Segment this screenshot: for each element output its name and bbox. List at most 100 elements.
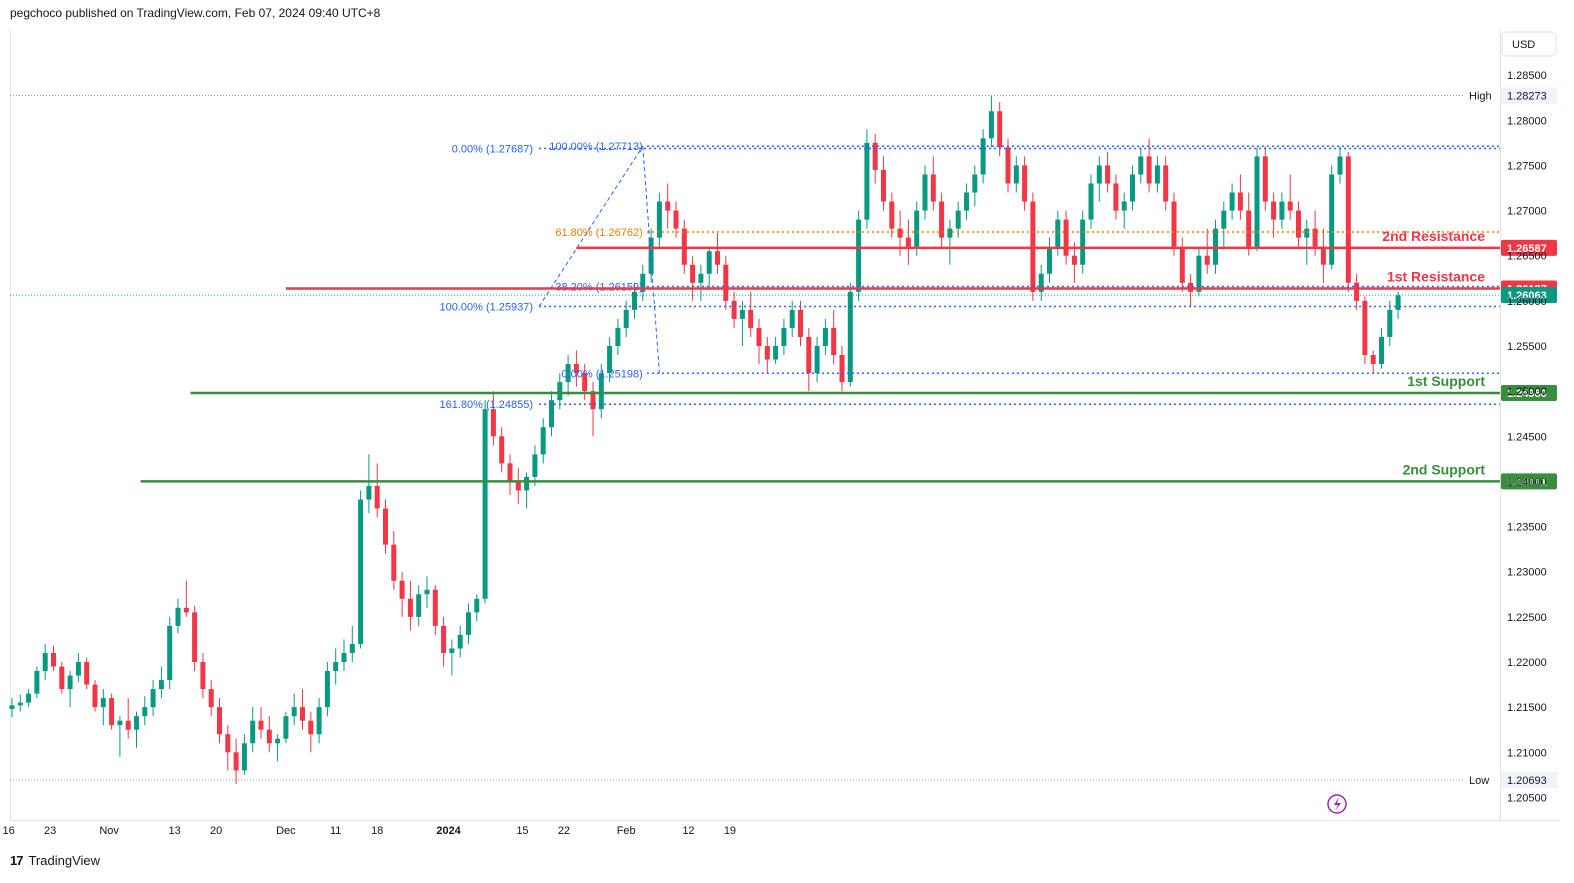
level-label: 1st Resistance <box>1387 268 1485 284</box>
candle <box>515 467 521 504</box>
candle <box>889 192 895 238</box>
y-tick-label: 1.23000 <box>1507 567 1547 579</box>
x-tick-label: 13 <box>169 825 181 837</box>
candle-body <box>134 716 139 730</box>
candle <box>723 255 729 310</box>
candle <box>764 336 770 374</box>
candle <box>1354 273 1360 310</box>
candle <box>241 734 247 775</box>
candle <box>1163 156 1169 211</box>
candle <box>441 616 447 667</box>
candle <box>1121 192 1127 229</box>
candle-body <box>1337 156 1343 175</box>
candle <box>374 463 380 518</box>
candle-body <box>715 251 720 265</box>
candle <box>1113 174 1119 220</box>
candle <box>1005 138 1011 193</box>
price-chart[interactable]: High 1.28273 Low 1.20693 0.00% (1.27687) 100… <box>0 0 1574 850</box>
candle-body <box>839 355 845 383</box>
candle <box>1304 219 1310 265</box>
candle <box>1171 192 1177 256</box>
candle-body <box>241 743 247 771</box>
candle-body <box>939 201 945 238</box>
level-price-tag <box>1501 384 1557 401</box>
candle-body <box>731 300 737 319</box>
candle-body <box>1038 273 1044 292</box>
candle <box>407 580 413 631</box>
y-tick-label: 1.21000 <box>1507 747 1547 759</box>
candle <box>590 382 596 437</box>
level-price: 1.26587 <box>1507 243 1547 255</box>
candle <box>17 694 23 712</box>
y-tick-label: 1.25000 <box>1507 386 1547 398</box>
candle-body <box>1055 219 1061 247</box>
candle-body <box>1179 246 1185 283</box>
candle-body <box>1113 183 1119 211</box>
publish-info: pegchoco published on TradingView.com, F… <box>10 6 381 20</box>
candle-body <box>17 702 23 706</box>
candle-body <box>1204 255 1210 265</box>
candle <box>1320 228 1326 283</box>
candle-body <box>383 508 388 545</box>
candle <box>1379 327 1384 369</box>
candle-body <box>1171 201 1177 247</box>
candle <box>972 165 978 207</box>
fib-label: 161.80% (1.24855) <box>439 399 533 411</box>
candle-body <box>399 580 405 599</box>
last-price-value: 1.26063 <box>1507 290 1547 302</box>
candle-body <box>258 720 264 730</box>
candle <box>731 291 737 328</box>
candle <box>1130 165 1135 211</box>
candle <box>706 246 712 288</box>
x-tick-label: 20 <box>210 825 222 837</box>
high-low-tag-bg <box>1464 87 1500 104</box>
candle <box>1080 210 1086 274</box>
candles <box>9 95 1401 784</box>
y-tick-label: 1.22500 <box>1507 612 1547 624</box>
candle <box>308 711 314 753</box>
y-tick-label: 1.23500 <box>1507 522 1547 534</box>
candle <box>1370 350 1376 374</box>
candle <box>947 219 953 265</box>
x-tick-label: 23 <box>44 825 56 837</box>
candle <box>872 133 878 184</box>
candle-body <box>466 612 471 635</box>
candle-body <box>656 201 662 238</box>
fib-label: 100.00% (1.27713) <box>549 141 643 153</box>
candle-body <box>266 729 272 744</box>
high-low-price-bg <box>1501 772 1557 789</box>
candle-body <box>192 612 198 662</box>
candle <box>300 689 305 730</box>
currency-button[interactable]: USD <box>1501 31 1557 57</box>
candle-body <box>1237 192 1243 211</box>
candle <box>1146 138 1152 193</box>
candle-body <box>540 427 546 455</box>
candle-body <box>142 707 148 717</box>
candle <box>1047 237 1052 283</box>
candle-body <box>565 364 571 383</box>
candle-body <box>200 662 206 690</box>
candle <box>831 309 837 365</box>
candle-body <box>457 634 463 649</box>
y-tick-label: 1.21500 <box>1507 702 1547 714</box>
lightning-icon[interactable] <box>1327 794 1347 814</box>
candle <box>1188 273 1194 308</box>
candle-body <box>26 693 32 703</box>
fibonacci-levels: 0.00% (1.27687) 100.00% (1.25937) 161.80% … <box>439 141 1500 411</box>
candle <box>134 711 139 748</box>
candle-body <box>1296 210 1301 238</box>
candle-body <box>250 720 256 744</box>
candle-body <box>324 671 330 708</box>
candle <box>167 616 173 690</box>
x-tick-label: 22 <box>558 825 570 837</box>
candle-body <box>1312 228 1318 247</box>
candle <box>607 336 613 383</box>
candle-body <box>333 662 339 672</box>
fib-label: 0.00% (1.25198) <box>561 368 642 380</box>
candle <box>822 318 828 356</box>
level-price: 1.24980 <box>1507 388 1547 400</box>
candle <box>847 282 853 387</box>
candle-body <box>1121 201 1127 211</box>
candle <box>324 662 330 717</box>
